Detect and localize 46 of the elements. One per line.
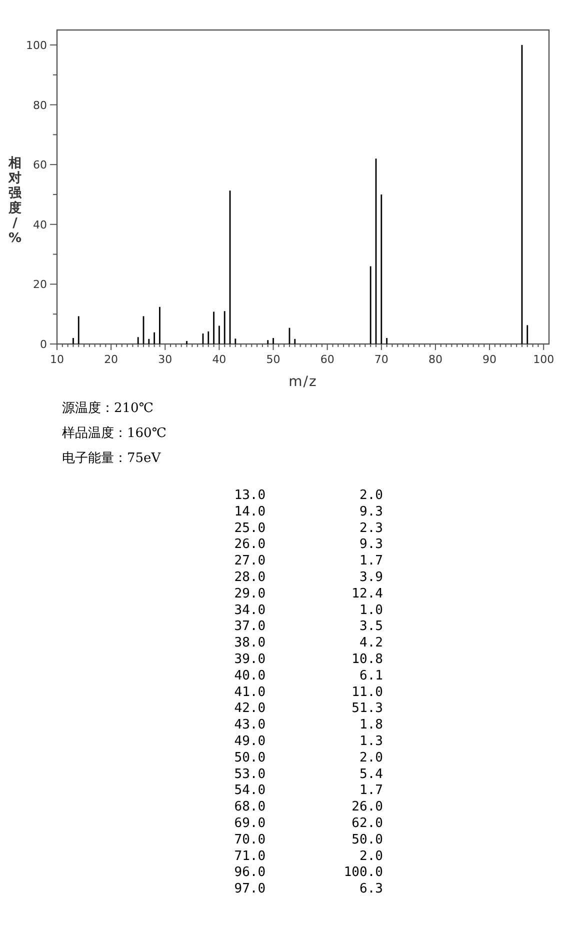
text: 68.0 26.0 [234, 800, 383, 815]
y-tick-label: 0 [40, 338, 47, 351]
text: 14.0 9.3 [234, 504, 383, 520]
text: 37.0 3.5 [234, 619, 383, 634]
text: 样品温度：160℃ [62, 425, 166, 441]
text: 13.0 2.0 [234, 488, 383, 503]
y-tick-label: 80 [33, 98, 47, 112]
text: 26.0 9.3 [234, 537, 383, 552]
text: 97.0 6.3 [234, 882, 383, 897]
text: 49.0 1.3 [234, 734, 383, 749]
text: 源温度：210℃ [62, 400, 154, 416]
text: 53.0 5.4 [234, 766, 384, 782]
text: 29.0 12.4 [234, 586, 384, 602]
x-tick-label: 90 [482, 353, 497, 366]
y-tick-label: 100 [26, 38, 47, 52]
x-axis-title: m/z [288, 374, 318, 390]
text: 40.0 6.1 [234, 668, 383, 684]
x-tick-label: 10 [50, 353, 64, 366]
text: 28.0 3.9 [234, 570, 383, 585]
text: 34.0 1.0 [234, 602, 383, 618]
x-tick-label: 30 [158, 353, 172, 366]
x-tick-label: 70 [374, 353, 388, 366]
y-tick-label: 20 [33, 278, 47, 292]
x-tick-label: 50 [266, 353, 280, 366]
text: 27.0 1.7 [234, 554, 383, 569]
y-tick-label: 40 [33, 218, 47, 232]
text: 42.0 51.3 [234, 701, 383, 716]
text: 39.0 10.8 [234, 652, 383, 667]
x-tick-label: 100 [533, 353, 554, 366]
text: 70.0 50.0 [234, 832, 383, 848]
text: 43.0 1.8 [234, 718, 383, 733]
text: 25.0 2.3 [234, 520, 383, 536]
text: 71.0 2.0 [234, 848, 383, 864]
text: 50.0 2.0 [234, 750, 383, 766]
x-tick-label: 80 [428, 353, 442, 366]
y-axis-title: 相对强度/% [8, 156, 22, 246]
x-tick-label: 60 [320, 353, 334, 366]
x-tick-label: 20 [104, 353, 118, 366]
text: 41.0 11.0 [234, 684, 383, 700]
x-tick-label: 40 [212, 353, 226, 366]
y-tick-label: 60 [33, 158, 47, 172]
text: 69.0 62.0 [234, 816, 383, 831]
text: 38.0 4.2 [234, 636, 383, 651]
text: 96.0 100.0 [234, 865, 383, 880]
text: 电子能量：75eV [62, 451, 162, 466]
text: 54.0 1.7 [234, 783, 383, 798]
